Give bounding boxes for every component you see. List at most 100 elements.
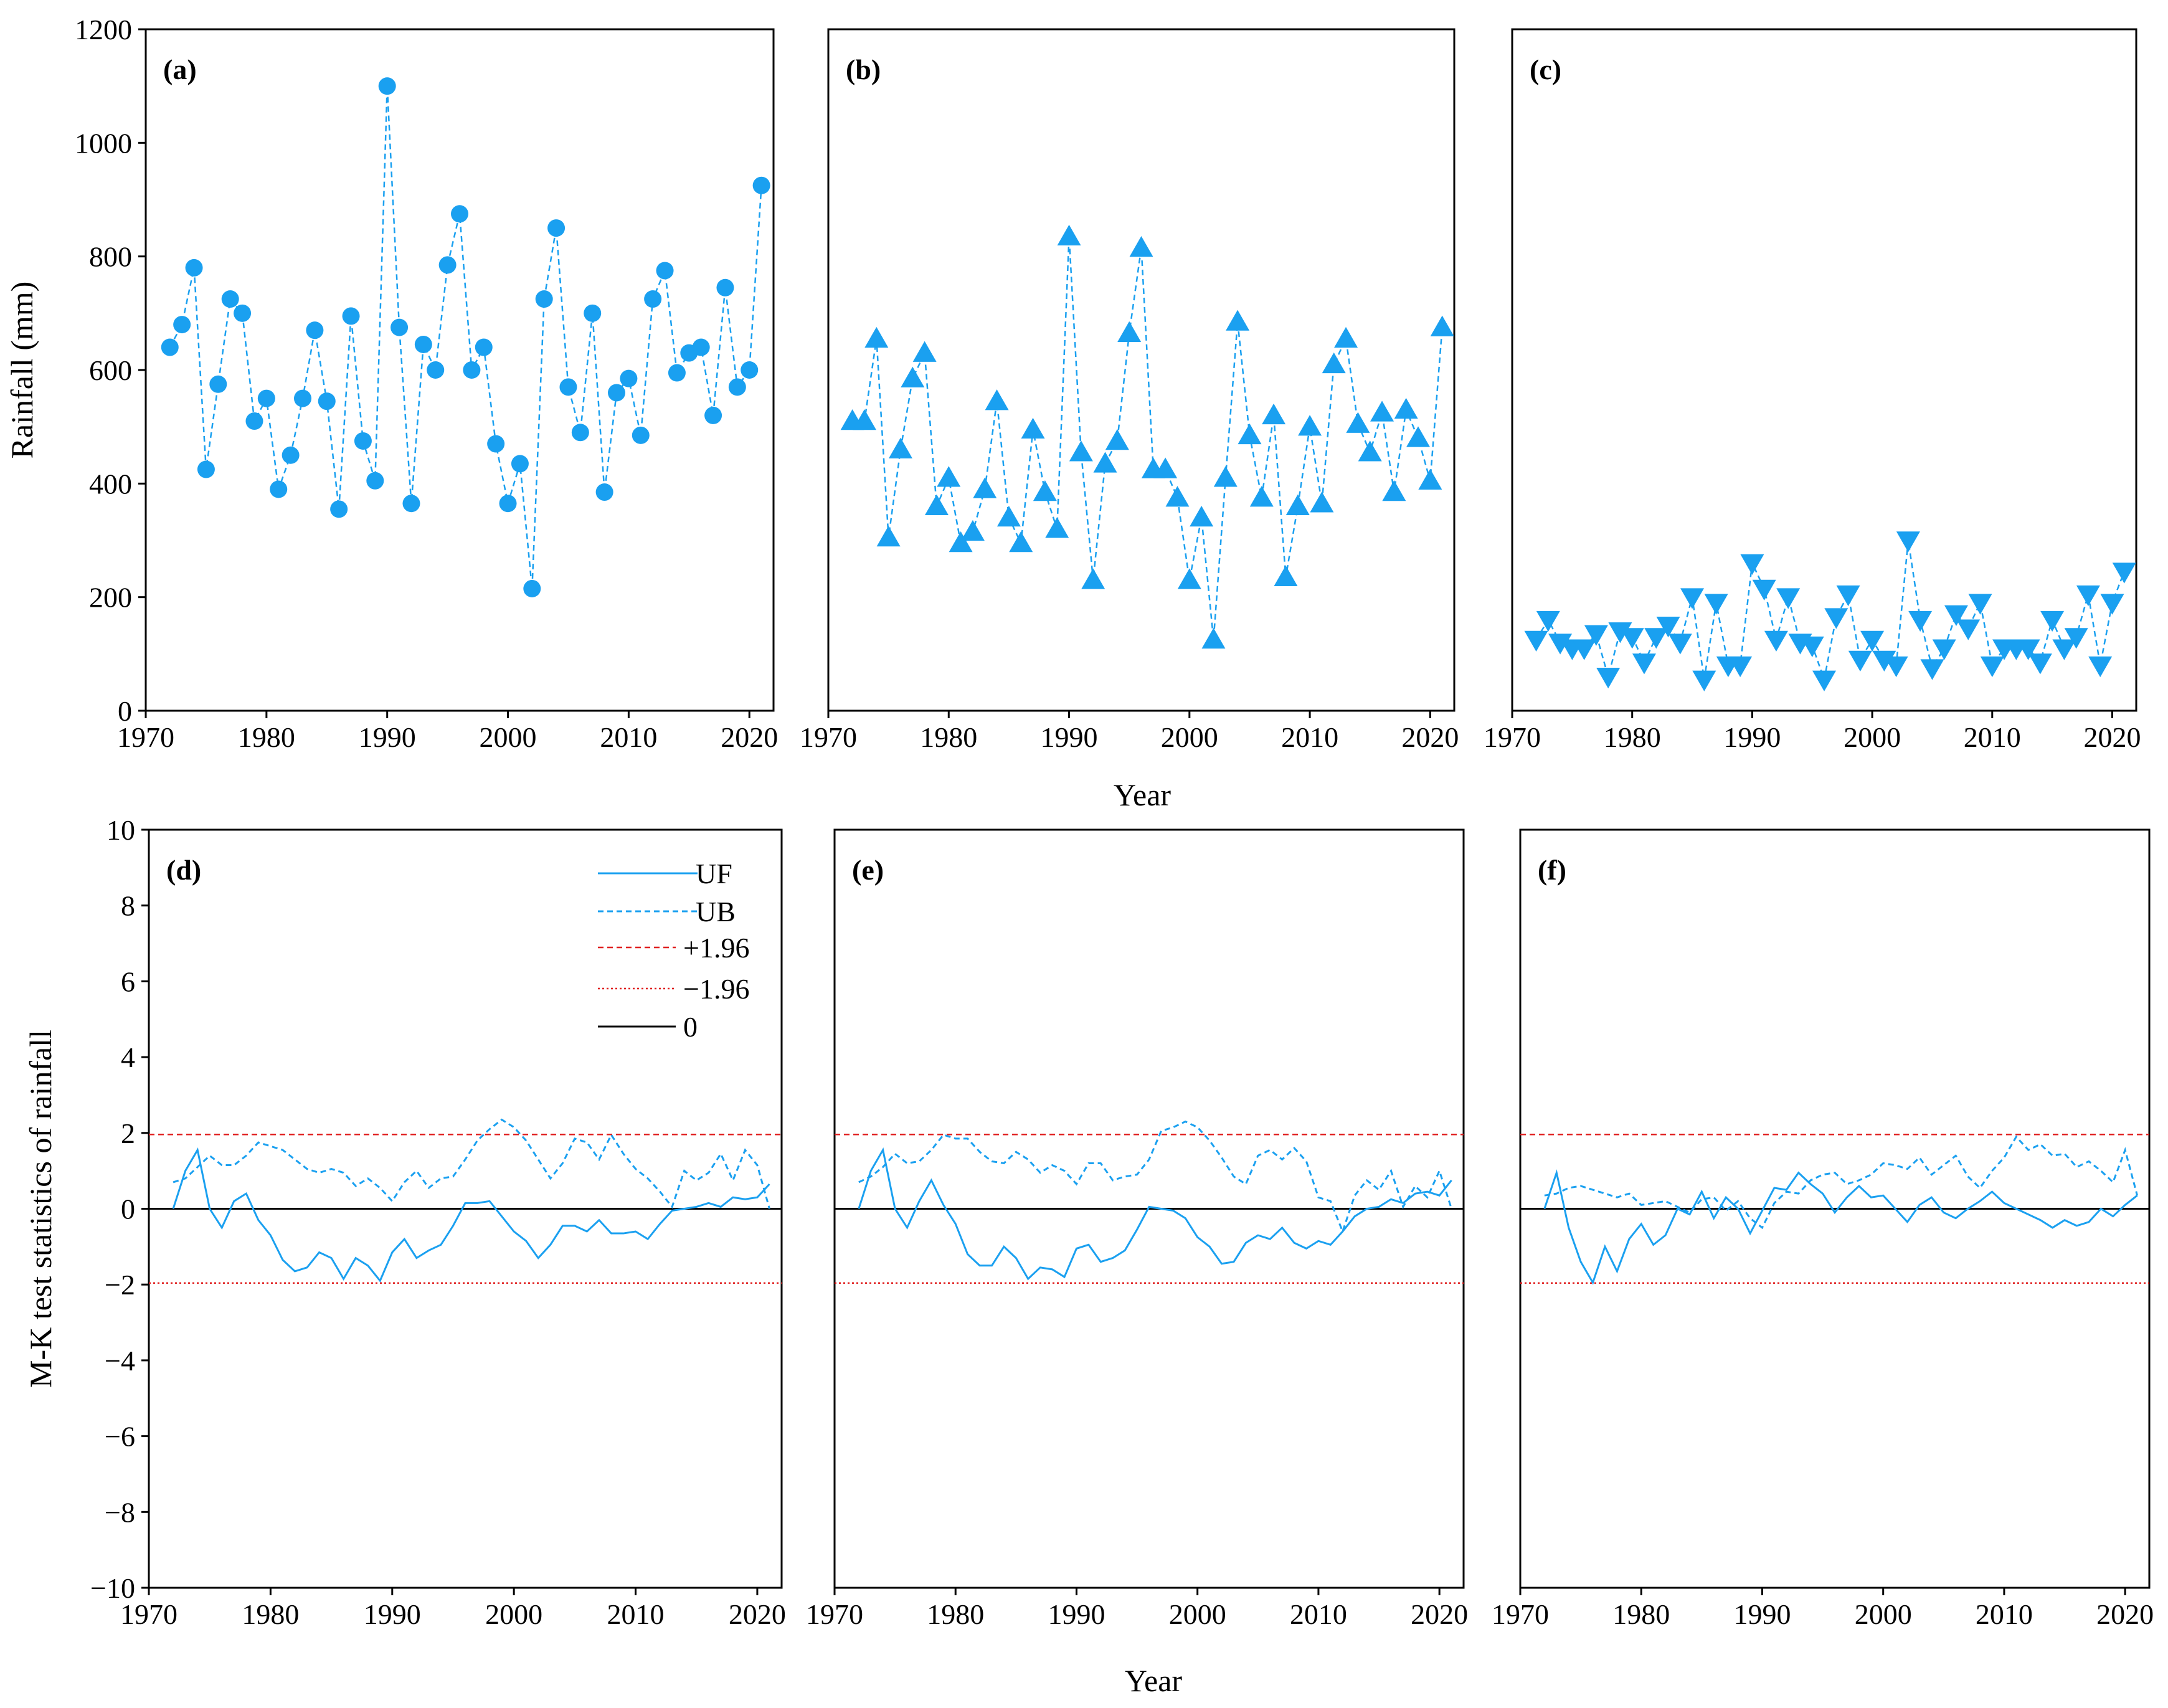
panel-b-point — [1298, 415, 1322, 436]
panel-a-ytick-label: 200 — [89, 582, 132, 614]
panel-b-point — [1418, 468, 1442, 490]
panel-c-point — [1968, 594, 1992, 615]
panel-a-point — [342, 307, 360, 325]
panel-e-xtick-label: 2000 — [1169, 1598, 1226, 1630]
panel-b-point — [1238, 423, 1262, 445]
panel-a-series-line — [169, 86, 762, 589]
panel-b-point — [1045, 517, 1069, 538]
panel-d-xtick-label: 1970 — [120, 1598, 178, 1630]
panel-c-point — [1980, 656, 2004, 678]
panel-b-point — [937, 466, 961, 487]
panel-e-xtick-label: 1980 — [927, 1598, 984, 1630]
panel-a-point — [571, 424, 589, 442]
panel-b-point — [924, 494, 949, 516]
panel-b-point — [876, 525, 901, 547]
panel-d-ytick-label: 0 — [121, 1193, 135, 1225]
panel-f-xtick-label: 1970 — [1492, 1598, 1549, 1630]
panel-f-xtick-label: 2010 — [1976, 1598, 2033, 1630]
panel-a-point — [427, 361, 445, 379]
panel-a-xtick-label: 1990 — [359, 721, 416, 753]
panel-f-xtick-label: 1980 — [1612, 1598, 1670, 1630]
panel-c-point — [1860, 630, 1885, 652]
panel-b-point — [1009, 531, 1033, 553]
panel-b-point — [1190, 506, 1214, 527]
panel-b-point — [1382, 480, 1406, 501]
panel-a-point — [391, 318, 409, 336]
panel-d-ytick-label: −4 — [105, 1345, 135, 1377]
panel-c-point — [2028, 653, 2052, 675]
panel-c-point — [1656, 617, 1680, 638]
panel-b-point — [996, 506, 1021, 527]
legend-label-ub: UB — [696, 896, 736, 928]
panel-d-ylabel: M-K test statistics of rainfall — [23, 1030, 58, 1388]
panel-a-xtick-label: 1970 — [117, 721, 174, 753]
panel-c-xtick-label: 1990 — [1723, 721, 1781, 753]
panel-b-point — [912, 341, 937, 362]
panel-a-point — [656, 262, 674, 280]
panel-a-point — [161, 338, 179, 356]
panel-a-point — [282, 446, 300, 464]
panel-a-point — [741, 361, 759, 379]
panel-d-series-ub — [173, 1118, 770, 1209]
panel-a-xtick-label: 1980 — [238, 721, 295, 753]
panel-f-label: (f) — [1538, 854, 1566, 886]
panel-d-ytick-label: 10 — [107, 814, 135, 846]
panel-c-point — [1572, 639, 1596, 660]
panel-a-point — [752, 176, 770, 194]
panel-b-point — [1285, 494, 1310, 516]
panel-b-point — [960, 520, 985, 541]
panel-c-xtick-label: 2020 — [2083, 721, 2141, 753]
panel-a-point — [354, 432, 372, 450]
panel-c-point — [2040, 610, 2065, 632]
panel-a-ytick-label: 600 — [89, 354, 132, 386]
panel-c-label: (c) — [1530, 54, 1561, 85]
panel-a-ylabel: Rainfall (mm) — [4, 282, 39, 459]
panel-b-point — [1334, 326, 1358, 348]
panel-a-point — [487, 435, 505, 453]
panel-a-point — [716, 278, 734, 297]
panel-b-point — [1370, 401, 1394, 422]
panel-b-point — [1069, 440, 1093, 462]
panel-b-xtick-label: 1990 — [1041, 721, 1098, 753]
panel-b-xtick-label: 1980 — [920, 721, 977, 753]
panel-c-point — [1692, 670, 1716, 691]
panel-f-xtick-label: 1990 — [1733, 1598, 1791, 1630]
panel-b-frame — [827, 28, 1456, 712]
xlabel-bottom: Year — [1125, 1663, 1182, 1698]
panel-a-point — [728, 378, 746, 396]
panel-c-point — [1848, 650, 1872, 671]
panel-b-point — [1093, 452, 1117, 473]
panel-d-xtick-label: 2000 — [485, 1598, 542, 1630]
panel-a-point — [584, 304, 602, 322]
panel-a-point — [173, 316, 191, 334]
panel-c-frame — [1511, 28, 2137, 712]
panel-a-point — [330, 500, 348, 518]
panel-a-point — [559, 378, 577, 396]
panel-c-point — [1728, 656, 1753, 678]
panel-a-point — [318, 392, 336, 410]
panel-d-ytick-label: −2 — [105, 1269, 135, 1301]
panel-b-xtick-label: 2020 — [1401, 721, 1459, 753]
panel-c-point — [1812, 670, 1836, 691]
panel-b-series-line — [852, 236, 1443, 640]
panel-c-point — [1644, 628, 1669, 649]
panel-e-series-uf — [858, 1147, 1452, 1281]
panel-a-point — [608, 384, 625, 402]
panel-b-xtick-label: 1970 — [800, 721, 857, 753]
panel-c-point — [1824, 608, 1848, 629]
panel-d-ytick-label: 2 — [121, 1117, 135, 1149]
panel-a-point — [209, 375, 227, 393]
panel-b-point — [1201, 628, 1226, 649]
panel-b-point — [1394, 397, 1418, 419]
panel-b-xtick-label: 2010 — [1281, 721, 1338, 753]
panel-b-point — [1057, 224, 1081, 246]
panel-f-series-ub — [1544, 1135, 2139, 1230]
panel-b-point — [1033, 480, 1057, 501]
panel-a-point — [257, 389, 275, 407]
panel-c-point — [1920, 659, 1944, 680]
panel-b-point — [1310, 491, 1334, 513]
panel-d-ytick-label: 8 — [121, 890, 135, 922]
panel-a-point — [221, 290, 239, 308]
panel-b-point — [901, 366, 925, 387]
